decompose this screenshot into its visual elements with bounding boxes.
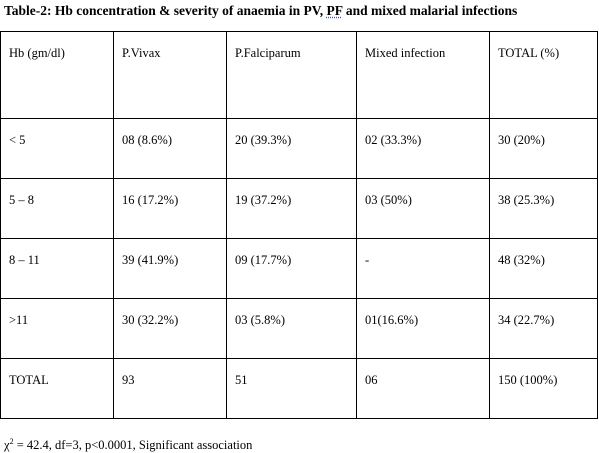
- table-cell: 16 (17.2%): [113, 178, 227, 239]
- table-cell: 01(16.6%): [356, 298, 490, 359]
- table-cell: 19 (37.2%): [226, 178, 357, 239]
- caption-pf-abbreviation: PF: [326, 3, 343, 18]
- anaemia-severity-table: Hb (gm/dl) P.Vivax P.Falciparum Mixed in…: [0, 31, 598, 419]
- table-cell: 02 (33.3%): [356, 118, 490, 179]
- caption-prefix: Table-2: Hb concentration & severity of …: [4, 3, 327, 18]
- table-cell: 06: [356, 358, 490, 419]
- table-cell: 30 (32.2%): [113, 298, 227, 359]
- table-cell: 03 (50%): [356, 178, 490, 239]
- chi-superscript: 2: [9, 437, 14, 446]
- table-cell: TOTAL: [0, 358, 114, 419]
- statistics-footnote: χ2 = 42.4, df=3, p<0.0001, Significant a…: [4, 434, 252, 453]
- table-cell: < 5: [0, 118, 114, 179]
- table-row: < 5 08 (8.6%) 20 (39.3%) 02 (33.3%) 30 (…: [0, 118, 598, 179]
- table-cell: 08 (8.6%): [113, 118, 227, 179]
- table-cell: 09 (17.7%): [226, 238, 357, 299]
- table-total-row: TOTAL 93 51 06 150 (100%): [0, 358, 598, 419]
- table-row: 8 – 11 39 (41.9%) 09 (17.7%) - 48 (32%): [0, 238, 598, 299]
- header-cell-p-vivax: P.Vivax: [113, 31, 227, 119]
- table-cell: -: [356, 238, 490, 299]
- table-cell: 8 – 11: [0, 238, 114, 299]
- table-cell: 5 – 8: [0, 178, 114, 239]
- table-cell: 150 (100%): [489, 358, 598, 419]
- table-header-row: Hb (gm/dl) P.Vivax P.Falciparum Mixed in…: [0, 31, 598, 119]
- caption-suffix: and mixed malarial infections: [342, 3, 518, 18]
- table-cell: 39 (41.9%): [113, 238, 227, 299]
- table-cell: 03 (5.8%): [226, 298, 357, 359]
- header-cell-mixed-infection: Mixed infection: [356, 31, 490, 119]
- table-cell: 34 (22.7%): [489, 298, 598, 359]
- header-cell-total: TOTAL (%): [489, 31, 598, 119]
- table-cell: 38 (25.3%): [489, 178, 598, 239]
- table-cell: 51: [226, 358, 357, 419]
- footnote-text: = 42.4, df=3, p<0.0001, Significant asso…: [13, 438, 253, 452]
- table-row: >11 30 (32.2%) 03 (5.8%) 01(16.6%) 34 (2…: [0, 298, 598, 359]
- table-cell: 48 (32%): [489, 238, 598, 299]
- table-cell: 30 (20%): [489, 118, 598, 179]
- table-cell: >11: [0, 298, 114, 359]
- table-caption: Table-2: Hb concentration & severity of …: [4, 2, 517, 20]
- table-cell: 20 (39.3%): [226, 118, 357, 179]
- table-cell: 93: [113, 358, 227, 419]
- header-cell-hb: Hb (gm/dl): [0, 31, 114, 119]
- chi-symbol: χ: [4, 438, 10, 452]
- header-cell-p-falciparum: P.Falciparum: [226, 31, 357, 119]
- table-row: 5 – 8 16 (17.2%) 19 (37.2%) 03 (50%) 38 …: [0, 178, 598, 239]
